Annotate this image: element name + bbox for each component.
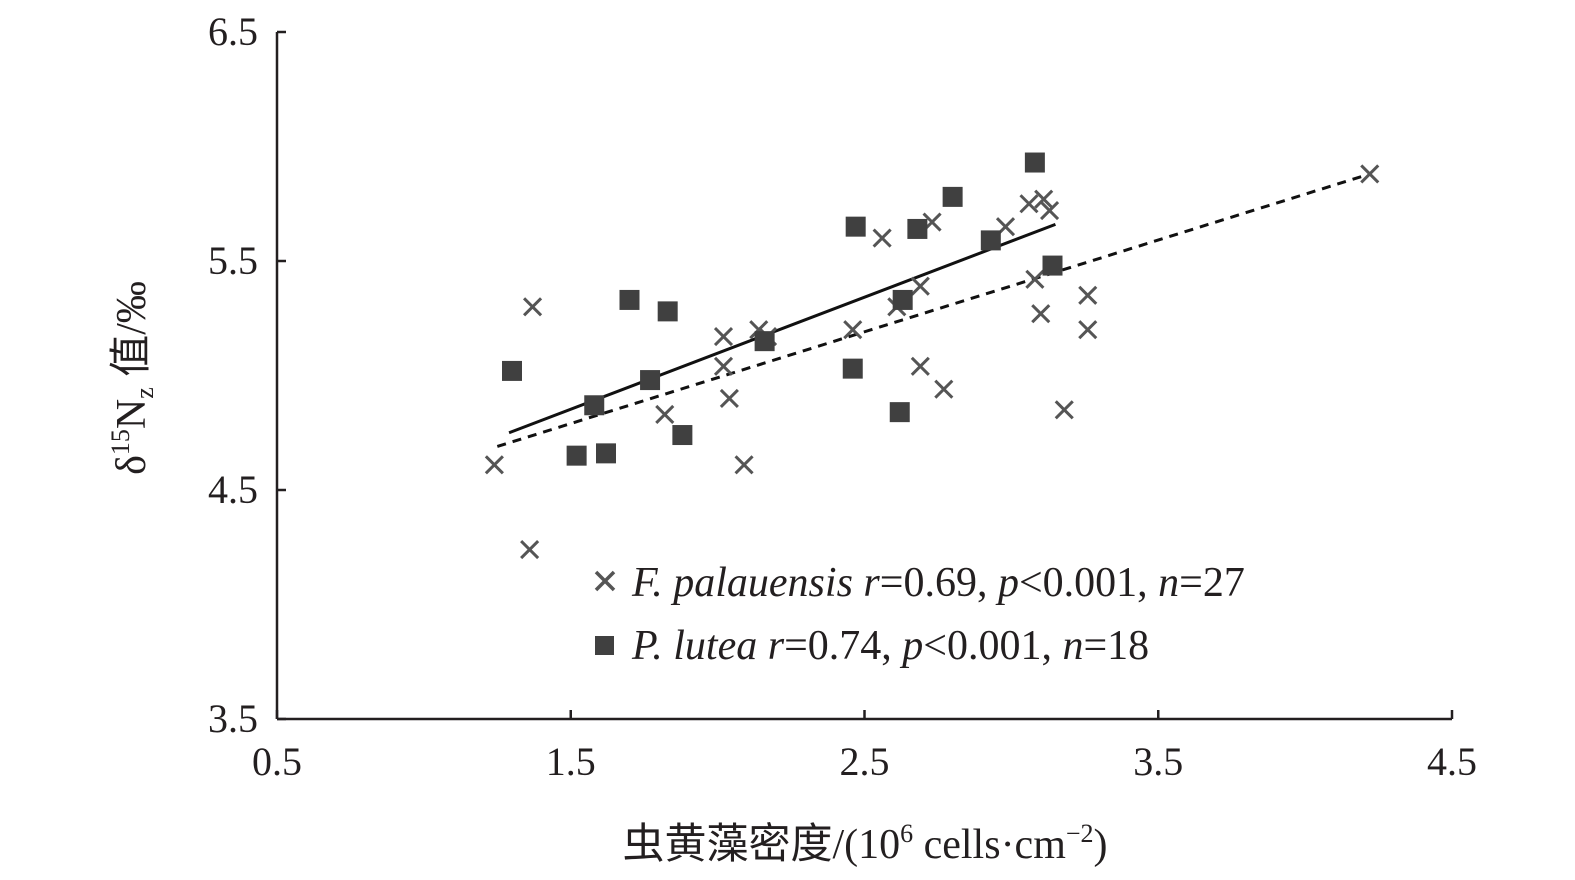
data-point-x (910, 356, 930, 376)
legend-square-marker (595, 636, 614, 655)
data-point-x (713, 327, 734, 347)
tick-labels: 0.5 1.5 2.5 3.5 4.5 3.5 4.5 5.5 6.5 (208, 9, 1477, 784)
legend-entry-f-palauensis: F. palauensis r=0.69, p<0.001, n=27 (594, 560, 1245, 606)
legend-label-f-palauensis: F. palauensis r=0.69, p<0.001, n=27 (631, 560, 1245, 606)
legend-x-marker (594, 570, 616, 592)
data-point-x (1054, 400, 1074, 420)
x-tick-label: 2.5 (840, 739, 890, 784)
data-point-x (1078, 320, 1098, 340)
legend-label-p-lutea: P. lutea r=0.74, p<0.001, n=18 (631, 623, 1149, 669)
data-point-x (934, 379, 954, 399)
data-point-square (640, 370, 661, 391)
y-axis-title: δ15Nz 值/‰ (106, 281, 159, 475)
data-point-square (566, 445, 587, 466)
x-tick-label: 1.5 (546, 739, 596, 784)
y-tick-label: 6.5 (208, 9, 258, 54)
trendline-f-palauensis (496, 172, 1371, 448)
y-tick-label: 3.5 (208, 696, 258, 741)
data-point-x (872, 228, 892, 248)
data-point-x (719, 388, 739, 408)
data-point-square (845, 216, 866, 237)
ticks (275, 30, 1454, 721)
data-point-square (942, 186, 963, 207)
data-point-x (520, 539, 540, 560)
axes (275, 32, 1452, 721)
data-point-x (1078, 285, 1098, 305)
data-point-square (754, 331, 775, 352)
data-point-x (484, 455, 504, 475)
y-tick-label: 4.5 (208, 467, 258, 512)
data-point-x (523, 297, 543, 317)
series-p-lutea (502, 152, 1063, 466)
data-point-square (584, 395, 605, 416)
x-tick-label: 4.5 (1427, 739, 1477, 784)
legend-entry-p-lutea: P. lutea r=0.74, p<0.001, n=18 (595, 623, 1149, 669)
data-point-square (889, 402, 910, 423)
data-point-square (980, 230, 1001, 251)
data-point-x (1040, 201, 1060, 221)
data-point-square (502, 360, 522, 381)
legend: F. palauensis r=0.69, p<0.001, n=27 P. l… (594, 560, 1245, 669)
data-point-x (1031, 304, 1051, 324)
data-point-x (1025, 269, 1045, 289)
data-point-square (672, 425, 693, 446)
data-point-x (734, 455, 754, 475)
y-tick-label: 5.5 (208, 238, 258, 283)
data-point-x (910, 276, 930, 296)
x-axis-title: 虫黄藻密度/(106 cells·cm−2) (622, 819, 1107, 868)
x-tick-label: 0.5 (252, 739, 302, 784)
data-point-x (1019, 194, 1039, 214)
data-point-square (892, 289, 913, 310)
trendlines (496, 172, 1371, 448)
data-point-square (842, 358, 863, 379)
data-point-square (657, 301, 678, 322)
data-point-square (1042, 255, 1063, 276)
series-f-palauensis (484, 164, 1380, 560)
data-point-square (596, 443, 616, 464)
data-point-x (1034, 189, 1054, 209)
data-point-square (907, 218, 928, 239)
data-point-x (713, 356, 734, 376)
x-tick-label: 3.5 (1133, 739, 1183, 784)
data-point-x (843, 320, 863, 340)
data-point-x (655, 404, 675, 424)
data-point-x (1360, 164, 1380, 184)
data-point-square (619, 289, 640, 310)
data-points (484, 152, 1380, 560)
data-point-square (1024, 152, 1045, 173)
